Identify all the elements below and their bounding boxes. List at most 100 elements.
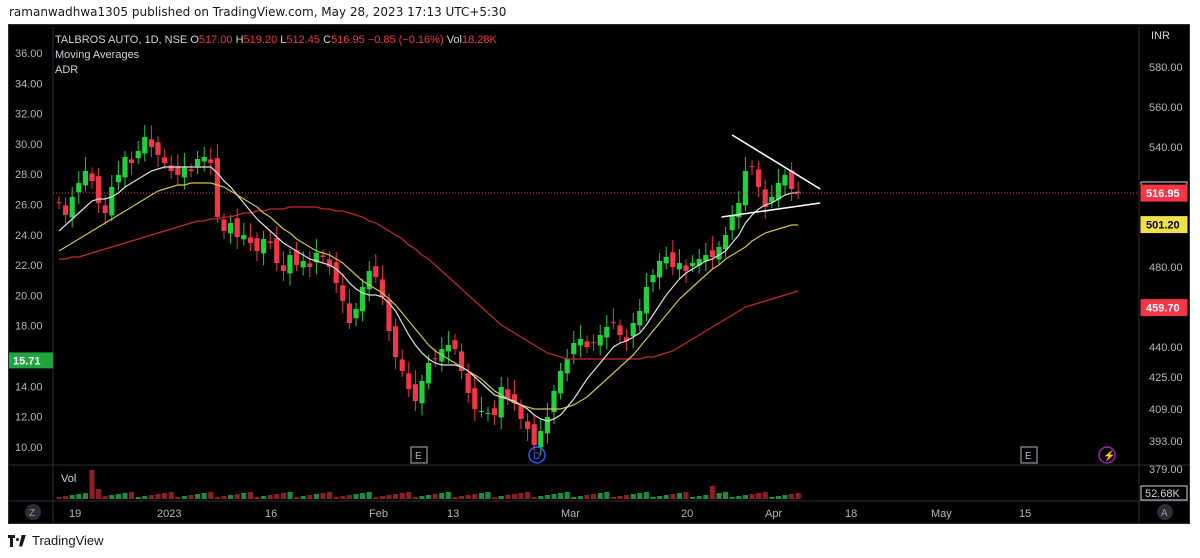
- chart-panel[interactable]: INR 580.00 560.00 540.00 480.00 440.00 425.00 4…: [8, 24, 1190, 524]
- candle-body: [742, 171, 748, 206]
- chart-canvas[interactable]: INR 580.00 560.00 540.00 480.00 440.00 425.00 4…: [9, 25, 1190, 524]
- candle-body: [386, 299, 392, 331]
- legend-adr[interactable]: ADR: [55, 64, 79, 76]
- split-marker-label: ⚡: [1103, 449, 1115, 462]
- volume-bar: [373, 497, 379, 499]
- split-marker-icon: [1098, 446, 1116, 464]
- candle-body: [709, 250, 715, 257]
- left-axis-tick: 30.00: [15, 139, 43, 151]
- candle-body: [294, 250, 300, 265]
- footer-brand: TradingView: [32, 533, 104, 548]
- right-axis-tick: 580.00: [1149, 62, 1183, 74]
- volume-bar: [122, 493, 128, 499]
- candle-body: [762, 189, 768, 207]
- volume-bar: [525, 492, 531, 499]
- candle-body: [676, 263, 682, 270]
- candle-body: [63, 205, 69, 215]
- candle-body: [102, 205, 108, 213]
- candle-body: [135, 151, 141, 159]
- volume-bar: [148, 495, 154, 499]
- price-badge-value: 501.20: [1146, 220, 1180, 232]
- volume-bar: [742, 495, 748, 499]
- volume-bar: [604, 492, 610, 499]
- earnings-marker-label: E: [415, 451, 422, 462]
- candle-body: [188, 169, 194, 171]
- volume-bar: [135, 497, 141, 499]
- candle-body: [564, 359, 570, 374]
- volume-bar: [221, 496, 227, 499]
- volume-bar: [663, 495, 669, 499]
- volume-bar: [564, 492, 570, 499]
- candle-body: [287, 255, 293, 274]
- candle-body: [795, 191, 801, 193]
- volume-bar: [657, 496, 663, 499]
- publication-header: ramanwadhwa1305 published on TradingView…: [9, 5, 507, 19]
- volume-bar: [795, 493, 801, 499]
- candle-body: [749, 166, 755, 168]
- volume-bar: [208, 492, 214, 499]
- volume-bar: [175, 497, 181, 499]
- volume-bar: [201, 493, 207, 499]
- volume-bar: [610, 497, 616, 499]
- volume-bar: [300, 496, 306, 499]
- volume-bar: [181, 496, 187, 499]
- time-axis-tick: Feb: [369, 508, 388, 520]
- volume-badge: [1140, 485, 1188, 501]
- left-axis-tick: 22.00: [15, 260, 43, 272]
- volume-bar: [195, 494, 201, 499]
- candle-body: [155, 142, 161, 155]
- candle-body: [201, 157, 207, 162]
- ohlc-row: TALBROS AUTO, 1D, NSE O517.00 H519.20 L5…: [55, 33, 497, 48]
- candle-body: [313, 253, 319, 263]
- price-badge-value: 516.95: [1146, 188, 1180, 200]
- candle-body: [670, 252, 676, 267]
- candle-body: [346, 303, 352, 323]
- chart-legend: TALBROS AUTO, 1D, NSE O517.00 H519.20 L5…: [55, 33, 497, 78]
- candle-body: [604, 327, 610, 338]
- candle-body: [643, 287, 649, 314]
- time-axis-tick: May: [931, 508, 952, 520]
- candle-body: [261, 239, 267, 254]
- volume-bar: [241, 493, 247, 499]
- candle-body: [472, 388, 478, 409]
- volume-bar: [366, 492, 372, 499]
- volume-bar: [280, 493, 286, 499]
- volume-bar: [188, 495, 194, 499]
- symbol-label[interactable]: TALBROS AUTO, 1D, NSE: [55, 34, 188, 46]
- candle-body: [195, 159, 201, 167]
- volume-bar: [320, 493, 326, 499]
- time-axis-tick: 15: [1019, 508, 1031, 520]
- left-axis-tick: 34.00: [15, 78, 43, 90]
- candle-body: [663, 257, 669, 264]
- zoom-button-label: Z: [29, 508, 35, 519]
- candle-body: [452, 340, 458, 349]
- right-axis-tick: 540.00: [1149, 142, 1183, 154]
- close-value: 516.95: [331, 34, 365, 46]
- candle-body: [492, 408, 498, 415]
- time-axis-tick: 13: [447, 508, 459, 520]
- volume-bar: [261, 496, 267, 499]
- open-value: 517.00: [198, 34, 233, 46]
- volume-badge-value: 52.68K: [1145, 488, 1181, 500]
- volume-bar: [340, 496, 346, 499]
- candle-body: [518, 405, 524, 419]
- volume-bar: [313, 494, 319, 499]
- volume-bar: [591, 494, 597, 499]
- volume-bar: [452, 497, 458, 499]
- volume-bar: [267, 495, 273, 499]
- volume-bar: [89, 470, 95, 499]
- volume-bar: [696, 496, 702, 499]
- candle-body: [366, 271, 372, 290]
- volume-bar: [544, 495, 550, 499]
- candle-body: [736, 203, 742, 218]
- legend-moving-averages[interactable]: Moving Averages: [55, 49, 140, 61]
- volume-bar: [287, 492, 293, 499]
- triangle-upper-line: [731, 134, 821, 190]
- candle-body: [360, 287, 366, 312]
- volume-bar: [690, 497, 696, 499]
- volume-bar: [155, 494, 161, 499]
- volume-bar: [558, 493, 564, 499]
- volume-bar: [789, 494, 795, 499]
- candle-body: [221, 219, 227, 231]
- volume-bar: [274, 494, 280, 499]
